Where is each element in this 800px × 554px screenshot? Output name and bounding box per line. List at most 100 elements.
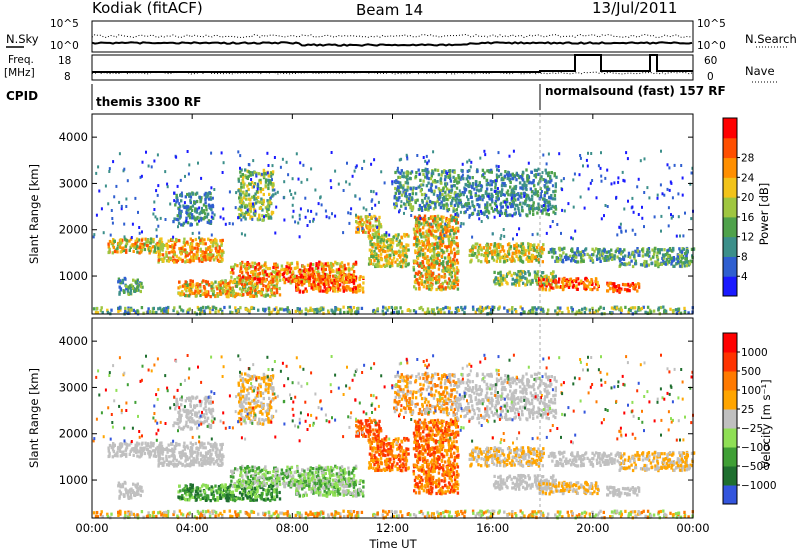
power-cell (203, 309, 206, 313)
power-cell (381, 309, 384, 313)
power-cell (383, 233, 386, 237)
power-cell (574, 255, 578, 259)
power-cell (424, 207, 427, 211)
power-cell (387, 306, 391, 310)
power-cell (432, 192, 436, 196)
power-cell (206, 194, 209, 199)
power-cell (287, 173, 290, 177)
power-cell (176, 214, 179, 218)
power-cell (170, 237, 174, 242)
power-cell (122, 169, 125, 173)
power-cell (544, 168, 547, 172)
power-cell (579, 154, 582, 157)
power-cell (677, 307, 681, 311)
power-cell (600, 179, 603, 183)
power-cell (520, 205, 524, 209)
power-cell (535, 278, 538, 282)
power-cell (522, 250, 525, 254)
power-cell (244, 217, 247, 221)
power-cell (208, 197, 211, 201)
power-cell (380, 170, 383, 174)
power-cell (653, 247, 657, 251)
power-cell (297, 221, 300, 225)
power-cell (249, 287, 253, 291)
power-cell (452, 258, 455, 262)
power-cell (552, 190, 555, 194)
power-cell (418, 270, 421, 274)
power-cell (319, 306, 322, 310)
power-cell (415, 278, 418, 282)
power-cell (387, 253, 391, 257)
power-cell (539, 282, 542, 286)
power-cell (120, 280, 124, 284)
power-cell (208, 283, 211, 287)
power-cell (448, 190, 451, 194)
power-cell (598, 256, 601, 260)
power-cell (434, 256, 438, 260)
power-cell (253, 197, 256, 201)
power-cell (427, 259, 430, 263)
power-cell (558, 309, 561, 313)
power-cell (188, 194, 191, 198)
power-cell (455, 186, 459, 190)
power-cell (662, 256, 666, 260)
power-cell (215, 239, 218, 243)
power-cell (672, 214, 674, 218)
power-cell (271, 170, 275, 174)
power-cell (221, 258, 224, 262)
power-cell (154, 246, 157, 250)
power-cell (447, 234, 450, 238)
power-cell (156, 193, 159, 197)
power-cell (384, 245, 388, 249)
power-cell (141, 242, 144, 246)
power-cell (246, 287, 250, 291)
power-cell (526, 174, 529, 179)
power-cell (386, 246, 389, 250)
power-cell (544, 191, 547, 195)
power-cell (433, 179, 436, 183)
power-cell (378, 248, 381, 253)
power-cell (107, 245, 110, 249)
power-cell (189, 223, 192, 227)
power-cell (327, 288, 330, 292)
power-cell (634, 283, 637, 287)
power-cell (485, 183, 489, 187)
power-cell (330, 269, 333, 274)
power-cell (375, 192, 378, 196)
power-cell (218, 259, 221, 263)
power-cell (508, 257, 512, 261)
power-cell (179, 250, 182, 254)
power-cell (119, 308, 122, 312)
power-cell (297, 177, 300, 181)
power-cell (551, 279, 554, 283)
power-cell (578, 309, 581, 313)
power-cell (619, 252, 623, 256)
power-cell (252, 202, 254, 206)
power-cell (157, 260, 160, 264)
power-cell (611, 255, 615, 259)
power-cell (578, 253, 581, 257)
power-cell (435, 287, 438, 292)
power-cell (675, 311, 679, 315)
power-cell (217, 283, 220, 287)
power-cell (209, 206, 212, 210)
power-cell (395, 179, 398, 183)
power-cell (265, 289, 268, 293)
power-cell (531, 278, 534, 282)
power-cell (186, 259, 189, 263)
power-cell (314, 308, 317, 312)
power-cell (568, 254, 572, 258)
power-cell (519, 175, 522, 179)
power-cell (388, 256, 392, 260)
power-cell (273, 307, 277, 311)
power-cell (143, 247, 147, 252)
power-cell (251, 273, 255, 277)
power-cell (307, 270, 310, 274)
power-cell (444, 286, 447, 290)
power-cell (500, 276, 503, 281)
power-cell (220, 151, 223, 155)
power-cell (175, 260, 178, 264)
power-cell (212, 293, 215, 297)
power-cell (249, 209, 252, 213)
power-cell (385, 264, 389, 268)
